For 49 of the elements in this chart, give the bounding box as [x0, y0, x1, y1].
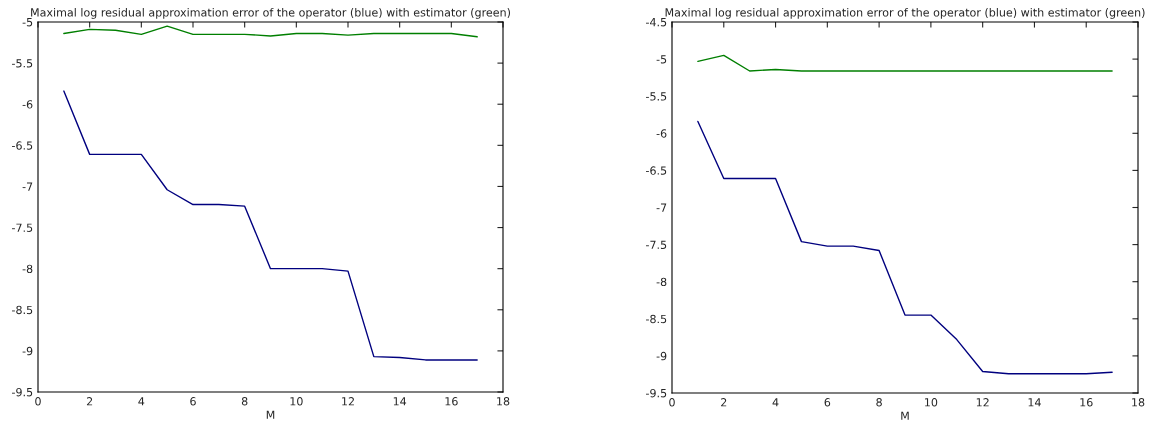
line-series — [63, 25, 478, 38]
x-tick-label: 8 — [241, 397, 248, 406]
y-tick-label: -9.5 — [646, 388, 667, 398]
x-tick-label: 14 — [393, 397, 407, 406]
x-tick-label: 0 — [35, 397, 41, 406]
x-axis-title: M — [266, 410, 275, 419]
y-tick-label: -5 — [22, 18, 33, 27]
x-tick-label: 4 — [772, 398, 779, 407]
x-tick-label: 8 — [876, 398, 882, 407]
y-tick-label: -5.5 — [12, 59, 33, 68]
y-tick-label: -8.5 — [12, 305, 33, 315]
x-tick-label: 6 — [190, 397, 196, 406]
x-tick-label: 14 — [1028, 398, 1041, 407]
y-tick-label: -9 — [656, 351, 667, 361]
x-tick-label: 12 — [976, 398, 989, 407]
x-tick-label: 6 — [824, 398, 831, 407]
line-series — [697, 54, 1113, 72]
x-tick-label: 16 — [1080, 398, 1093, 407]
y-tick-label: -8.5 — [646, 314, 667, 324]
y-tick-label: -7 — [22, 182, 33, 191]
line-series — [697, 120, 1113, 375]
line-series — [63, 90, 478, 361]
y-tick-label: -4.5 — [646, 18, 667, 27]
y-tick-label: -7 — [656, 203, 667, 212]
x-tick-label: 16 — [445, 397, 458, 406]
chart-title: Maximal log residual approximation error of the operator (blue) with estimator (green) — [665, 8, 1145, 19]
x-tick-label: 10 — [290, 397, 303, 406]
y-tick-label: -6 — [656, 129, 667, 138]
y-tick-label: -9 — [22, 346, 33, 356]
x-tick-label: 2 — [86, 397, 93, 406]
x-tick-label: 4 — [138, 397, 145, 406]
y-tick-label: -7.5 — [646, 240, 667, 249]
y-tick-label: -6.5 — [12, 141, 33, 150]
y-tick-label: -5 — [656, 55, 667, 64]
x-tick-label: 10 — [925, 398, 938, 407]
x-tick-label: 18 — [1132, 398, 1145, 407]
x-tick-label: 18 — [497, 397, 510, 406]
y-tick-label: -7.5 — [12, 223, 33, 232]
y-tick-label: -5.5 — [646, 92, 667, 101]
x-tick-label: 12 — [342, 397, 354, 406]
y-tick-label: -6 — [22, 100, 33, 109]
x-axis-title: M — [901, 411, 909, 420]
x-tick-label: 0 — [669, 398, 675, 407]
y-tick-label: -8 — [656, 277, 667, 287]
y-tick-label: -8 — [22, 264, 33, 274]
chart-title: Maximal log residual approximation error of the operator (blue) with estimator (green) — [31, 8, 510, 19]
x-tick-label: 2 — [721, 398, 727, 407]
y-tick-label: -6.5 — [646, 166, 667, 175]
y-tick-label: -9.5 — [12, 387, 33, 397]
